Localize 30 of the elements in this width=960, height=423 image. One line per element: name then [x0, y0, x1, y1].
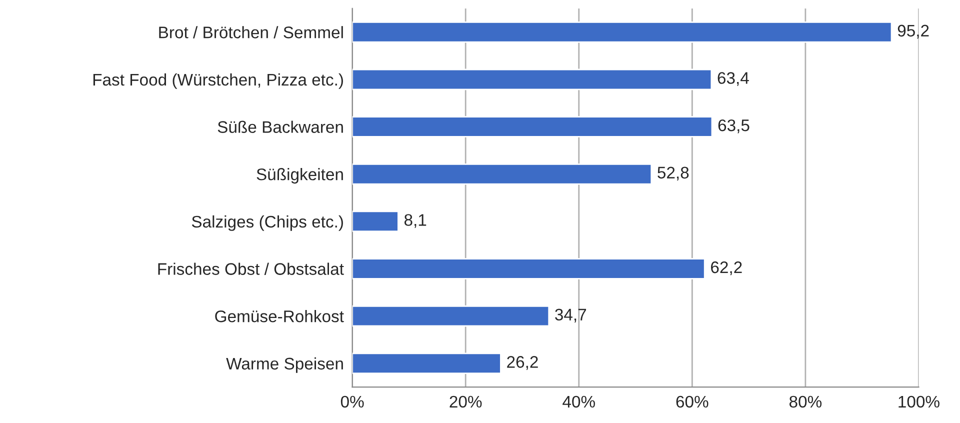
- data-label: 26,2: [507, 356, 538, 370]
- data-label: 52,8: [658, 166, 689, 181]
- x-tick-label: 60%: [676, 396, 708, 408]
- bar: [352, 68, 712, 90]
- data-label: 95,2: [898, 24, 929, 39]
- data-label: 63,4: [718, 72, 749, 86]
- data-label: 62,2: [711, 261, 742, 276]
- bar: [352, 163, 652, 185]
- x-tick-label: 80%: [789, 396, 822, 408]
- bar: [352, 210, 399, 232]
- bar: [352, 305, 550, 327]
- bar: [352, 258, 706, 280]
- bar: [352, 116, 713, 138]
- x-tick-label: 0%: [340, 396, 364, 408]
- bar: [352, 21, 892, 43]
- y-tick-label: Brot / Brötchen / Semmel: [159, 26, 343, 38]
- y-tick-label: Frisches Obst / Obstsalat: [158, 262, 344, 275]
- y-tick-label: Fast Food (Würstchen, Pizza etc.): [93, 73, 343, 89]
- data-label: 63,5: [718, 119, 750, 134]
- x-tick-label: 100%: [898, 396, 940, 408]
- data-label: 8,1: [404, 214, 426, 228]
- y-tick-label: Süße Backwaren: [218, 120, 343, 133]
- x-tick-label: 20%: [450, 396, 482, 408]
- y-tick-label: Süßigkeiten: [256, 168, 343, 184]
- bar: [352, 352, 502, 374]
- data-label: 34,7: [555, 308, 586, 323]
- y-tick-label: Salziges (Chips etc.): [192, 215, 343, 231]
- x-tick-label: 40%: [562, 396, 595, 408]
- y-tick-label: Gemüse-Rohkost: [215, 310, 344, 322]
- y-tick-label: Warme Speisen: [226, 357, 343, 373]
